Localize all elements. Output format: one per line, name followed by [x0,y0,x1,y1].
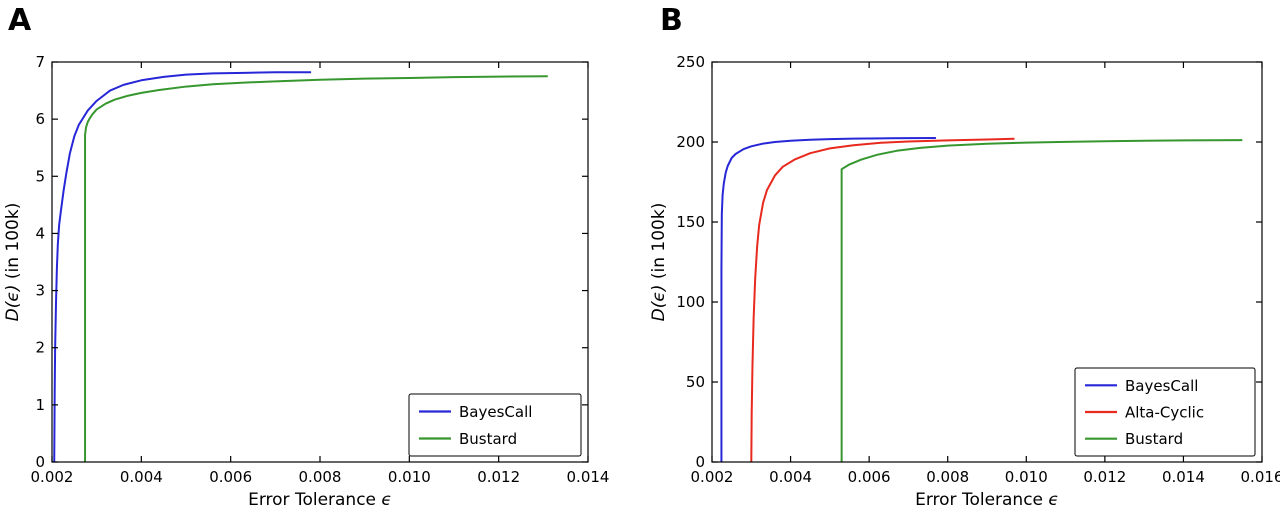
y-tick-label: 250 [676,53,705,71]
x-axis-label: Error Tolerance ϵ [915,490,1059,510]
y-tick-label: 3 [35,282,45,300]
y-axis-label: D(ϵ) (in 100k) [649,203,669,322]
legend-label: Bustard [459,430,517,448]
axes-frame [711,61,1263,463]
x-tick-label: 0.016 [1241,468,1280,486]
x-tick-label: 0.014 [1162,468,1205,486]
legend-box [408,393,582,457]
x-tick-label: 0.002 [691,468,734,486]
x-tick-label: 0.004 [769,468,812,486]
y-tick-label: 7 [35,53,45,71]
y-tick-label: 0 [695,453,705,471]
y-tick-label: 50 [686,373,705,391]
series-line-bustard [84,75,548,462]
y-tick-label: 150 [676,213,705,231]
x-axis-label: Error Tolerance ϵ [248,490,392,510]
y-tick-label: 200 [676,133,705,151]
series-line-bayescall [53,71,312,463]
x-tick-label: 0.008 [299,468,342,486]
x-tick-label: 0.012 [477,468,520,486]
x-tick-label: 0.008 [926,468,969,486]
series-line-alta-cyclic [750,137,1015,463]
legend-box [1074,367,1256,457]
x-tick-label: 0.004 [120,468,163,486]
x-tick-label: 0.006 [209,468,252,486]
y-tick-label: 0 [35,453,45,471]
series-line-bustard [840,139,1243,462]
x-tick-label: 0.012 [1083,468,1126,486]
y-tick-label: 6 [35,110,45,128]
legend-label: Bustard [1125,430,1183,448]
y-tick-label: 5 [35,167,45,185]
y-tick-label: 1 [35,396,45,414]
panel-a-label: A [8,3,32,38]
x-tick-label: 0.002 [31,468,74,486]
x-tick-label: 0.010 [1005,468,1048,486]
x-tick-label: 0.014 [567,468,610,486]
legend-label: BayesCall [1125,377,1198,395]
series-line-bayescall [720,137,936,462]
panel-a-chart: 0.002 0.004 0.006 0.008 0.010 0.012 0.014 0 1 2 3 4… [3,53,610,510]
legend-label: Alta-Cyclic [1125,404,1204,422]
y-axis-label: D(ϵ) (in 100k) [3,203,23,322]
x-tick-label: 0.010 [388,468,431,486]
y-tick-label: 2 [35,339,45,357]
y-tick-label: 4 [35,224,45,242]
x-tick-label: 0.006 [848,468,891,486]
panel-b-chart: 0.002 0.004 0.006 0.008 0.010 0.012 0.014 0.016… [649,53,1280,510]
y-tick-label: 100 [676,293,705,311]
legend-label: BayesCall [459,403,532,421]
panel-b-label: B [660,3,683,38]
